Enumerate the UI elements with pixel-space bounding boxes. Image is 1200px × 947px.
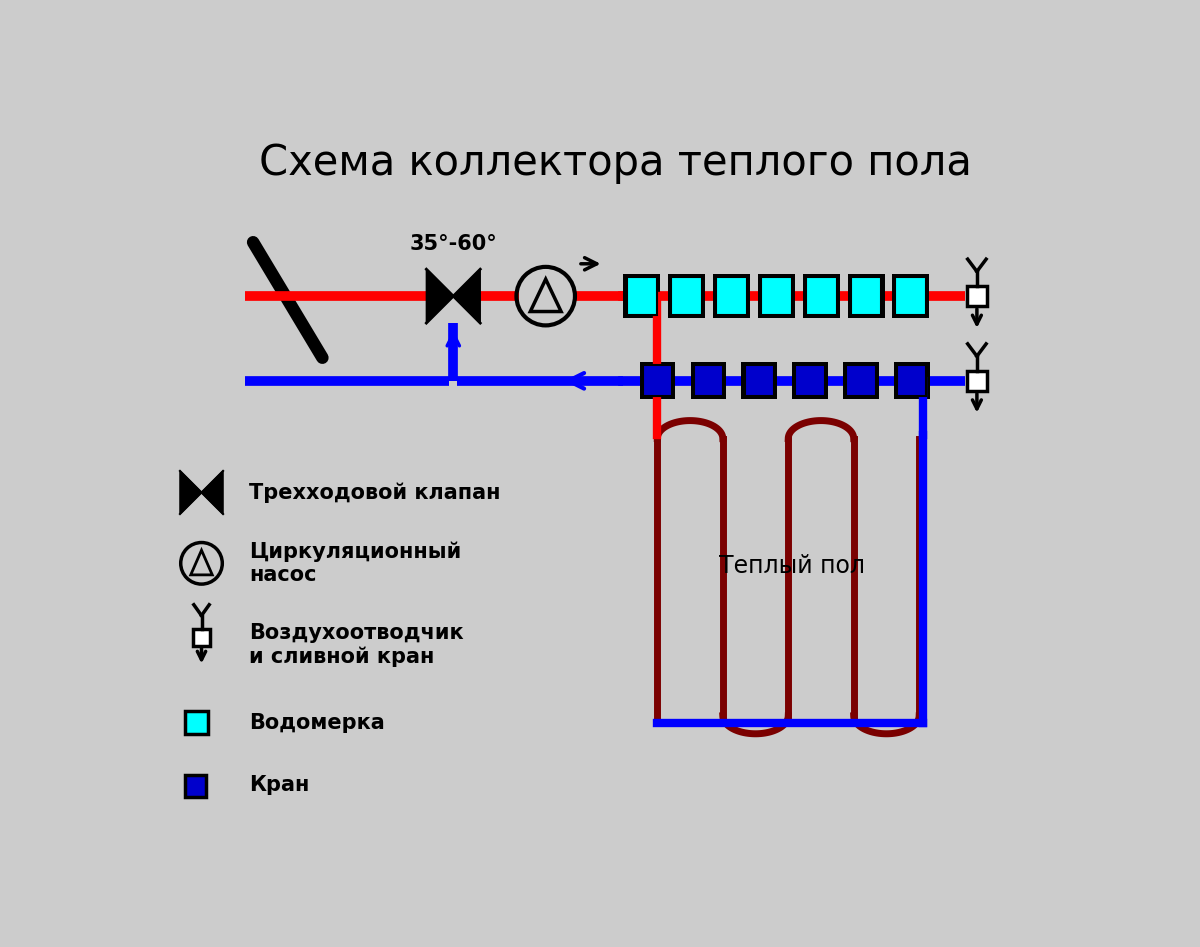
Bar <box>844 363 878 400</box>
Bar <box>690 363 726 400</box>
Bar <box>895 277 926 315</box>
Polygon shape <box>426 269 454 323</box>
Bar <box>893 274 929 318</box>
Bar <box>716 277 746 315</box>
Text: Воздухоотводчик
и сливной кран: Воздухоотводчик и сливной кран <box>250 623 464 667</box>
Text: 35°-60°: 35°-60° <box>409 234 497 254</box>
Bar <box>193 629 210 646</box>
Bar <box>694 366 722 396</box>
Bar <box>847 274 884 318</box>
Bar <box>846 366 876 396</box>
Bar <box>796 366 824 396</box>
Text: Трехходовой клапан: Трехходовой клапан <box>250 482 500 503</box>
Bar <box>744 366 774 396</box>
Bar <box>967 371 986 391</box>
Bar <box>671 277 702 315</box>
Text: Теплый пол: Теплый пол <box>719 554 865 578</box>
Text: Циркуляционный
насос: Циркуляционный насос <box>250 542 462 585</box>
Bar <box>624 274 660 318</box>
Bar <box>185 711 208 734</box>
Text: Схема коллектора теплого пола: Схема коллектора теплого пола <box>258 142 972 184</box>
Bar <box>713 274 750 318</box>
Bar <box>640 363 676 400</box>
Bar <box>626 277 658 315</box>
Text: Кран: Кран <box>250 775 310 795</box>
Polygon shape <box>454 269 480 323</box>
Bar <box>643 366 672 396</box>
Bar <box>898 366 926 396</box>
Bar <box>894 363 930 400</box>
Bar <box>668 274 706 318</box>
Bar <box>803 274 840 318</box>
Text: Водомерка: Водомерка <box>250 713 385 733</box>
Bar <box>761 277 792 315</box>
Bar <box>792 363 828 400</box>
Bar <box>185 775 206 796</box>
Bar <box>967 286 986 306</box>
Bar <box>742 363 776 400</box>
Bar <box>806 277 836 315</box>
Polygon shape <box>202 471 223 514</box>
Bar <box>851 277 882 315</box>
Bar <box>758 274 794 318</box>
Polygon shape <box>180 471 202 514</box>
